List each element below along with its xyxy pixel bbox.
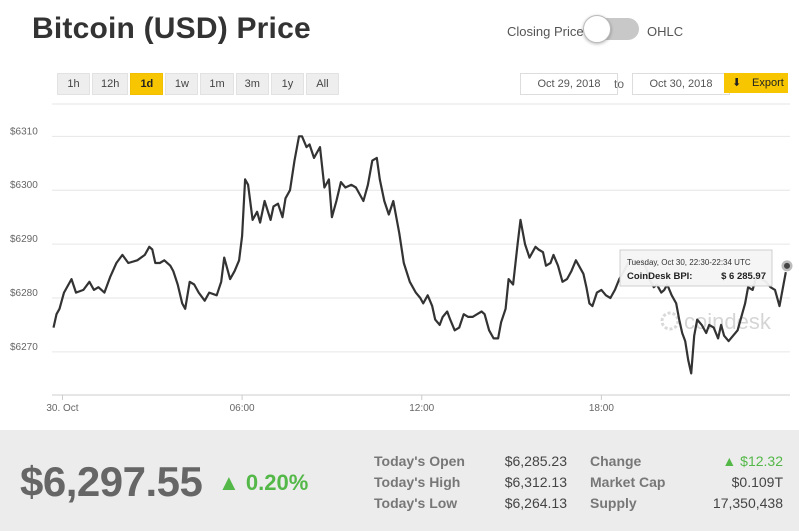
range-button-3m[interactable]: 3m [235, 73, 269, 95]
todays-low-label: Today's Low [374, 495, 458, 511]
y-tick-label: $6270 [10, 342, 38, 353]
coindesk-logo-icon [660, 311, 680, 331]
date-from-input[interactable]: Oct 29, 2018 [520, 73, 618, 95]
tooltip-box [619, 249, 773, 287]
range-button-12h[interactable]: 12h [92, 73, 129, 95]
ohlc-label: OHLC [647, 24, 684, 39]
x-tick-label: 06:00 [230, 403, 255, 414]
y-tick-label: $6280 [10, 288, 38, 299]
todays-open-label: Today's Open [374, 453, 465, 469]
y-tick-label: $6300 [10, 180, 38, 191]
market-cap-value: $0.109T [731, 474, 783, 490]
chart-tooltip: Tuesday, Oct 30, 22:30-22:34 UTC CoinDesk… [619, 249, 773, 287]
closing-price-label: Closing Price [507, 24, 584, 39]
change-percent-value: 0.20% [245, 470, 309, 495]
change-value: ▲ $12.32 [722, 453, 783, 469]
price-type-toggle: Closing Price OHLC [499, 15, 799, 44]
tooltip-time: Tuesday, Oct 30, 22:30-22:34 UTC [627, 258, 751, 267]
y-tick-label: $6310 [10, 126, 38, 137]
export-button[interactable]: ⬇ Export [724, 73, 788, 93]
todays-high-label: Today's High [374, 474, 461, 490]
switch-knob [583, 15, 611, 43]
range-button-1m[interactable]: 1m [200, 73, 234, 95]
todays-high-value: $6,312.13 [504, 474, 567, 490]
y-tick-label: $6290 [10, 234, 38, 245]
date-to-separator: to [614, 77, 625, 91]
tooltip-label: CoinDesk BPI: [627, 271, 692, 282]
current-price: $6,297.55 [20, 458, 203, 505]
range-button-1d[interactable]: 1d [130, 73, 164, 95]
export-label: Export [752, 77, 784, 89]
range-button-1w[interactable]: 1w [165, 73, 199, 95]
up-arrow-icon: ▲ [218, 470, 240, 495]
todays-low-value: $6,264.13 [504, 495, 567, 511]
x-tick-label: 12:00 [409, 403, 434, 414]
range-button-all[interactable]: All [305, 73, 339, 95]
x-tick-label: 18:00 [589, 403, 614, 414]
hover-point [784, 262, 791, 269]
closing-price-ohlc-switch[interactable] [583, 15, 639, 43]
change-label: Change [590, 453, 642, 469]
download-arrow-icon: ⬇ [732, 77, 742, 89]
range-button-1y[interactable]: 1y [270, 73, 304, 95]
supply-value: 17,350,438 [712, 495, 783, 511]
range-button-1h[interactable]: 1h [57, 73, 90, 95]
change-percent: ▲ 0.20% [218, 470, 308, 496]
tooltip-value: $ 6 285.97 [721, 271, 766, 282]
todays-open-value: $6,285.23 [504, 453, 567, 469]
price-summary-panel: $6,297.55 ▲ 0.20% Today's Open $6,285.23… [0, 430, 799, 531]
supply-label: Supply [590, 495, 637, 511]
range-selector: 1h 12h 1d 1w 1m 3m 1y All [57, 73, 341, 95]
page-title: Bitcoin (USD) Price [32, 12, 311, 45]
date-to-input[interactable]: Oct 30, 2018 [632, 73, 730, 95]
market-cap-label: Market Cap [590, 474, 666, 490]
price-line [52, 135, 789, 375]
x-tick-label: 30. Oct [46, 403, 78, 414]
